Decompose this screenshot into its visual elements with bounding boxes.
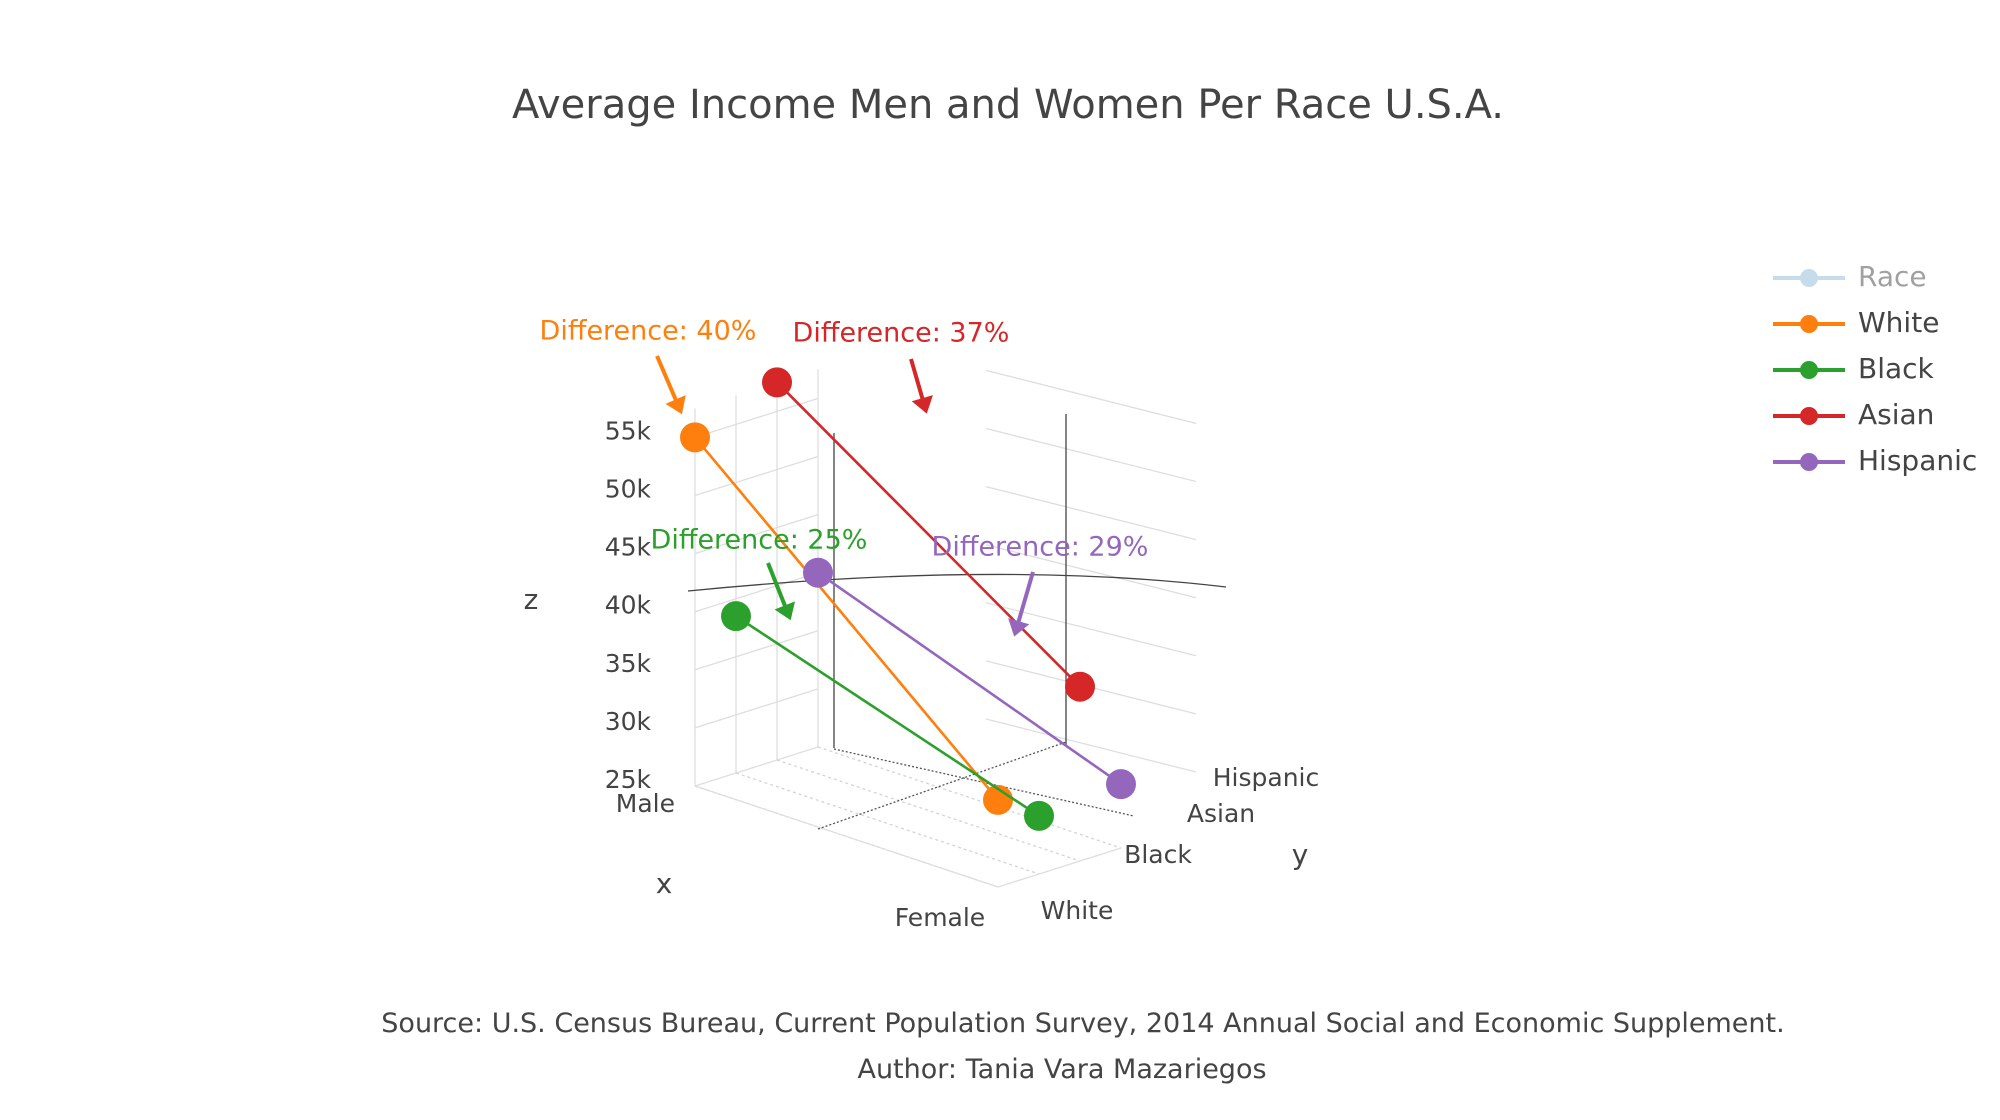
annotation-white: Difference: 40%: [540, 316, 757, 415]
annotation-arrow: [766, 562, 789, 612]
floor-gridline: [735, 772, 1040, 875]
annotation-arrowhead: [1008, 618, 1030, 637]
spike-line: [687, 573, 1227, 592]
floor-gridline: [776, 759, 1081, 862]
x-tick-label: Female: [895, 903, 985, 932]
z-gridline: [694, 397, 819, 439]
axis-gridlines: [687, 369, 1227, 888]
data-point-male: [680, 422, 710, 453]
z-gridline: [694, 455, 819, 497]
z-tick-labels: 25k 30k 35k 40k 45k 50k 55k z: [524, 416, 652, 794]
y-tick-label: Asian: [1187, 799, 1255, 828]
z-gridline-right: [985, 485, 1197, 541]
series-line: [776, 381, 1081, 688]
legend-swatch-marker: [1800, 453, 1818, 471]
annotation-text: Difference: 40%: [540, 316, 757, 347]
z-gridline: [694, 746, 819, 787]
data-point-female: [1024, 800, 1054, 831]
z-tick-label: 40k: [605, 591, 652, 620]
annotations: Difference: 40% Difference: 37% Difference…: [540, 316, 1149, 637]
series-line: [694, 436, 999, 801]
source-note: Source: U.S. Census Bureau, Current Popu…: [381, 1008, 1784, 1039]
annotation-arrowhead: [774, 601, 796, 621]
annotation-text: Difference: 25%: [651, 525, 868, 556]
series-black: [721, 601, 1054, 831]
series-line: [735, 615, 1040, 817]
legend-item-black[interactable]: Black: [1773, 352, 1935, 385]
annotation-arrow: [1015, 571, 1035, 628]
annotation-arrowhead: [665, 395, 686, 415]
data-point-female: [1065, 671, 1095, 702]
z-gridline-right: [985, 718, 1197, 773]
annotation-arrow: [655, 355, 680, 406]
legend-swatch-marker: [1800, 315, 1818, 333]
series-asian: [762, 367, 1095, 702]
plot-scene[interactable]: 25k 30k 35k 40k 45k 50k 55k z Male Female x White Bl…: [524, 316, 1320, 933]
y-tick-labels: White Black Asian Hispanic y: [1041, 763, 1320, 925]
z-tick-label: 35k: [605, 649, 652, 678]
chart-title: Average Income Men and Women Per Race U.…: [512, 82, 1504, 128]
x-tick-label: Male: [616, 789, 675, 818]
data-point-male: [721, 601, 751, 632]
legend-label: Black: [1858, 352, 1935, 385]
data-point-male: [762, 367, 792, 398]
legend-label: Race: [1858, 260, 1927, 293]
series-hispanic: [803, 557, 1136, 800]
legend-item-asian[interactable]: Asian: [1773, 398, 1934, 431]
y-axis-title: y: [1292, 838, 1309, 871]
z-gridline-right: [985, 427, 1197, 483]
annotation-asian: Difference: 37%: [793, 318, 1010, 414]
z-gridline: [694, 630, 819, 671]
z-axis-title: z: [524, 583, 539, 616]
legend-label: Asian: [1858, 398, 1934, 431]
z-tick-label: 55k: [605, 416, 652, 445]
z-tick-label: 25k: [605, 765, 652, 794]
z-tick-label: 45k: [605, 533, 652, 562]
data-point-male: [803, 557, 833, 588]
z-tick-label: 30k: [605, 707, 652, 736]
legend-item-hispanic[interactable]: Hispanic: [1773, 444, 1977, 477]
y-tick-label: Hispanic: [1213, 763, 1320, 792]
annotation-arrow: [909, 358, 926, 405]
z-gridline: [694, 513, 819, 555]
x-tick-labels: Male Female x: [616, 789, 985, 932]
floor-edge: [997, 847, 1122, 888]
annotation-text: Difference: 37%: [793, 318, 1010, 349]
z-gridline: [694, 572, 819, 613]
legend-item-white[interactable]: White: [1773, 306, 1939, 339]
z-tick-label: 50k: [605, 475, 652, 504]
z-gridline: [694, 688, 819, 729]
annotation-hispanic: Difference: 29%: [932, 532, 1149, 637]
y-tick-label: White: [1041, 896, 1114, 925]
legend-swatch-marker: [1800, 407, 1818, 425]
legend[interactable]: Race White Black Asian Hispanic: [1773, 260, 1977, 477]
legend-swatch-marker: [1800, 269, 1818, 287]
floor-edge: [694, 785, 999, 888]
z-gridline-right: [985, 369, 1197, 425]
legend-swatch-marker: [1800, 361, 1818, 379]
y-tick-label: Black: [1124, 840, 1192, 869]
legend-label: White: [1858, 306, 1939, 339]
annotation-arrowhead: [911, 395, 933, 414]
data-point-female: [1106, 769, 1136, 800]
author-note: Author: Tania Vara Mazariegos: [857, 1054, 1266, 1085]
series-white: [680, 422, 1013, 815]
legend-item-race[interactable]: Race: [1773, 260, 1927, 293]
z-gridline-right: [985, 544, 1197, 599]
annotation-text: Difference: 29%: [932, 532, 1149, 563]
floor-gridline: [817, 746, 1122, 849]
series-line: [817, 571, 1122, 786]
legend-label: Hispanic: [1858, 444, 1977, 477]
annotation-black: Difference: 25%: [651, 525, 868, 621]
x-axis-title: x: [656, 867, 673, 900]
